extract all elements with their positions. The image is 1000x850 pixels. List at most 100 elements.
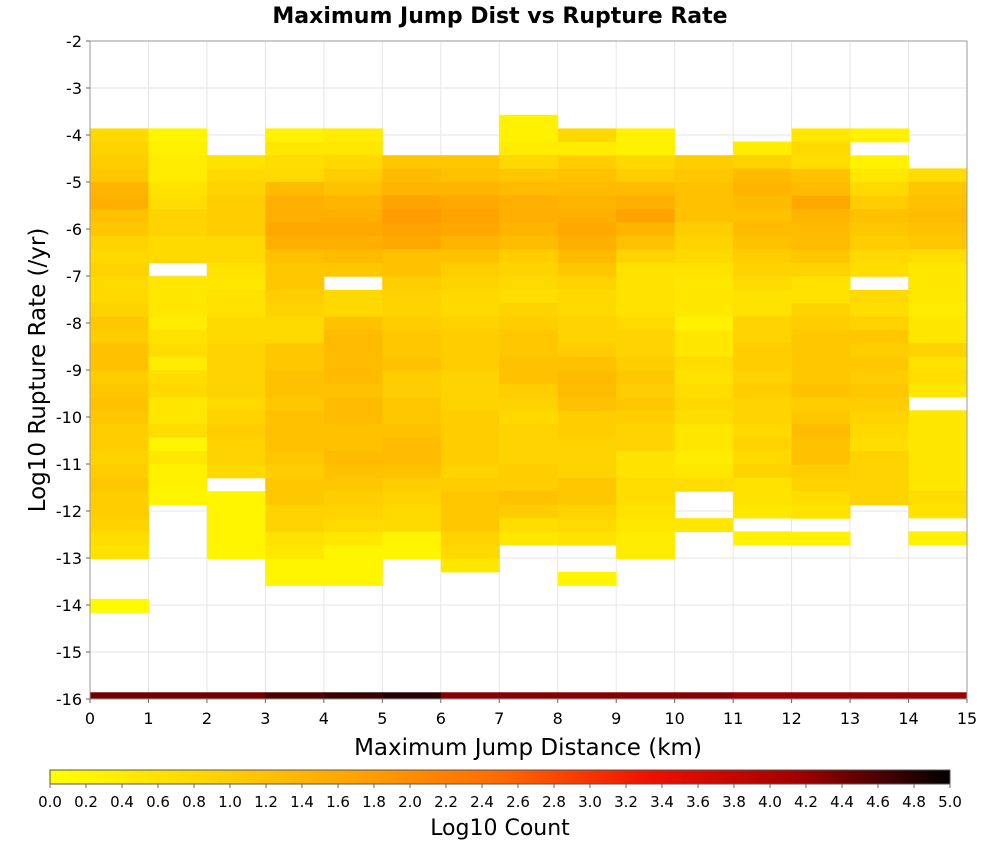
heatmap-cell bbox=[440, 450, 500, 465]
heatmap-cell bbox=[908, 235, 968, 250]
heatmap-cell bbox=[323, 168, 383, 183]
heatmap-cell bbox=[791, 383, 851, 398]
heatmap-cell bbox=[499, 128, 559, 143]
heatmap-cell bbox=[908, 222, 968, 237]
heatmap-cell bbox=[499, 477, 559, 492]
heatmap-cell bbox=[323, 141, 383, 156]
heatmap-cell bbox=[616, 316, 676, 331]
heatmap-cell bbox=[674, 316, 734, 331]
heatmap-cell bbox=[206, 289, 266, 304]
heatmap-cell bbox=[90, 195, 149, 210]
heatmap-cell bbox=[557, 182, 617, 197]
heatmap-cell bbox=[733, 370, 793, 385]
heatmap-cell bbox=[265, 262, 325, 277]
heatmap-cell bbox=[499, 289, 559, 304]
heatmap-cell bbox=[733, 276, 793, 290]
heatmap-cell bbox=[791, 531, 851, 546]
heatmap-cell bbox=[440, 545, 500, 559]
colorbar-tick-label: 4.0 bbox=[758, 793, 782, 811]
heatmap-cell bbox=[557, 222, 617, 237]
heatmap-cell bbox=[265, 155, 325, 170]
heatmap-cell bbox=[733, 195, 793, 210]
heatmap-cell bbox=[616, 195, 676, 210]
heatmap-cell bbox=[908, 370, 968, 384]
heatmap-cell bbox=[206, 276, 266, 291]
heatmap-cell bbox=[90, 128, 149, 143]
heatmap-cell bbox=[382, 477, 442, 492]
heatmap-cell bbox=[557, 141, 617, 156]
heatmap-cell bbox=[674, 356, 734, 371]
heatmap-cell bbox=[733, 531, 793, 546]
heatmap-cell bbox=[323, 531, 383, 546]
heatmap-cell bbox=[733, 410, 793, 425]
heatmap-cell bbox=[557, 518, 617, 533]
heatmap-cell bbox=[850, 356, 910, 371]
heatmap-cell bbox=[791, 141, 851, 156]
heatmap-cell bbox=[440, 276, 500, 291]
heatmap-cell bbox=[499, 531, 559, 546]
heatmap-cell bbox=[265, 235, 325, 250]
heatmap-cell bbox=[733, 329, 793, 344]
heatmap-cell bbox=[323, 303, 383, 318]
heatmap-cell bbox=[90, 303, 149, 318]
heatmap-cell bbox=[791, 276, 851, 291]
heatmap-cell bbox=[440, 424, 500, 438]
heatmap-cell bbox=[850, 437, 910, 452]
heatmap-cell bbox=[674, 222, 734, 237]
heatmap-cell bbox=[382, 518, 442, 533]
heatmap-cell bbox=[557, 356, 617, 371]
heatmap-cell bbox=[674, 343, 734, 358]
heatmap-cell bbox=[90, 222, 149, 237]
heatmap-cell bbox=[850, 397, 910, 412]
heatmap-cell bbox=[850, 209, 910, 224]
heatmap-cell bbox=[791, 397, 851, 412]
heatmap-cell bbox=[616, 504, 676, 519]
heatmap-cell bbox=[148, 168, 208, 183]
heatmap-cell bbox=[850, 249, 910, 264]
heatmap-cell bbox=[323, 222, 383, 237]
heatmap-cell bbox=[499, 208, 559, 223]
heatmap-cell bbox=[382, 316, 442, 331]
heatmap-cell bbox=[557, 330, 617, 344]
heatmap-cell bbox=[265, 424, 325, 439]
y-axis-label: Log10 Rupture Rate (/yr) bbox=[25, 228, 51, 513]
heatmap-cell bbox=[90, 235, 149, 250]
heatmap-cell bbox=[791, 424, 851, 439]
heatmap-cell bbox=[382, 464, 442, 479]
colorbar-tick-label: 4.6 bbox=[866, 793, 890, 811]
heatmap-cell bbox=[382, 155, 442, 170]
y-tick-label: -11 bbox=[56, 455, 82, 474]
heatmap-cell bbox=[148, 370, 208, 385]
heatmap-cell bbox=[674, 477, 734, 492]
heatmap-cell bbox=[674, 182, 734, 197]
heatmap-cell bbox=[557, 451, 617, 465]
heatmap-cell bbox=[616, 209, 676, 224]
heatmap-cell bbox=[791, 128, 851, 143]
colorbar-tick-label: 0.4 bbox=[110, 793, 134, 811]
heatmap-cell bbox=[499, 410, 559, 425]
heatmap-cell bbox=[791, 692, 851, 699]
heatmap-cell bbox=[206, 437, 266, 452]
heatmap-cell bbox=[616, 518, 676, 533]
heatmap-cell bbox=[382, 343, 442, 358]
heatmap-cell bbox=[791, 504, 851, 519]
colorbar-tick-label: 1.6 bbox=[326, 793, 350, 811]
heatmap-cell bbox=[265, 209, 325, 224]
heatmap-cell bbox=[382, 356, 442, 371]
heatmap-cell bbox=[206, 235, 266, 250]
heatmap-cell bbox=[908, 289, 968, 304]
heatmap-cell bbox=[908, 208, 968, 223]
heatmap-cell bbox=[850, 477, 910, 492]
heatmap-cell bbox=[557, 437, 617, 452]
heatmap-cell bbox=[733, 262, 793, 277]
heatmap-cell bbox=[499, 491, 559, 506]
heatmap-cell bbox=[616, 356, 676, 371]
heatmap-cell bbox=[440, 531, 500, 546]
heatmap-cell bbox=[908, 504, 968, 519]
heatmap-cell bbox=[557, 195, 617, 210]
heatmap-cell bbox=[733, 491, 793, 506]
colorbar-tick-label: 2.8 bbox=[542, 793, 566, 811]
heatmap-cell bbox=[90, 451, 149, 465]
x-tick-label: 8 bbox=[553, 709, 563, 728]
